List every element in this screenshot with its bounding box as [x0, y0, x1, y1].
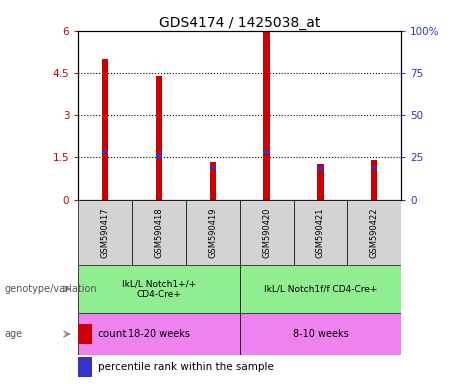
- Text: GSM590419: GSM590419: [208, 207, 217, 258]
- Text: percentile rank within the sample: percentile rank within the sample: [98, 362, 274, 372]
- Text: IkL/L Notch1+/+
CD4-Cre+: IkL/L Notch1+/+ CD4-Cre+: [122, 279, 196, 299]
- Text: GSM590418: GSM590418: [154, 207, 164, 258]
- FancyBboxPatch shape: [78, 200, 132, 265]
- Bar: [263, 32, 270, 200]
- Text: count: count: [98, 329, 127, 339]
- FancyBboxPatch shape: [78, 265, 240, 313]
- FancyBboxPatch shape: [240, 313, 401, 355]
- Text: GSM590420: GSM590420: [262, 207, 271, 258]
- FancyBboxPatch shape: [240, 200, 294, 265]
- Bar: [263, 150, 270, 154]
- Bar: [102, 150, 108, 154]
- FancyBboxPatch shape: [347, 200, 401, 265]
- FancyBboxPatch shape: [240, 265, 401, 313]
- FancyBboxPatch shape: [294, 200, 347, 265]
- Text: age: age: [5, 329, 23, 339]
- Bar: [317, 167, 324, 170]
- Text: 8-10 weeks: 8-10 weeks: [293, 329, 348, 339]
- Bar: [210, 166, 216, 169]
- Text: genotype/variation: genotype/variation: [5, 284, 97, 294]
- Bar: [210, 162, 216, 200]
- Text: GSM590421: GSM590421: [316, 207, 325, 258]
- Title: GDS4174 / 1425038_at: GDS4174 / 1425038_at: [159, 16, 320, 30]
- Bar: [371, 166, 378, 169]
- Text: GSM590417: GSM590417: [101, 207, 110, 258]
- Text: 18-20 weeks: 18-20 weeks: [128, 329, 190, 339]
- Bar: [371, 160, 378, 200]
- FancyBboxPatch shape: [186, 200, 240, 265]
- Bar: [156, 76, 162, 200]
- FancyBboxPatch shape: [78, 313, 240, 355]
- Bar: [317, 164, 324, 200]
- Bar: [78, 323, 92, 344]
- Text: IkL/L Notch1f/f CD4-Cre+: IkL/L Notch1f/f CD4-Cre+: [264, 285, 377, 293]
- Text: GSM590422: GSM590422: [370, 207, 378, 258]
- Bar: [156, 154, 162, 158]
- Bar: [102, 59, 108, 200]
- Bar: [78, 357, 92, 377]
- FancyBboxPatch shape: [132, 200, 186, 265]
